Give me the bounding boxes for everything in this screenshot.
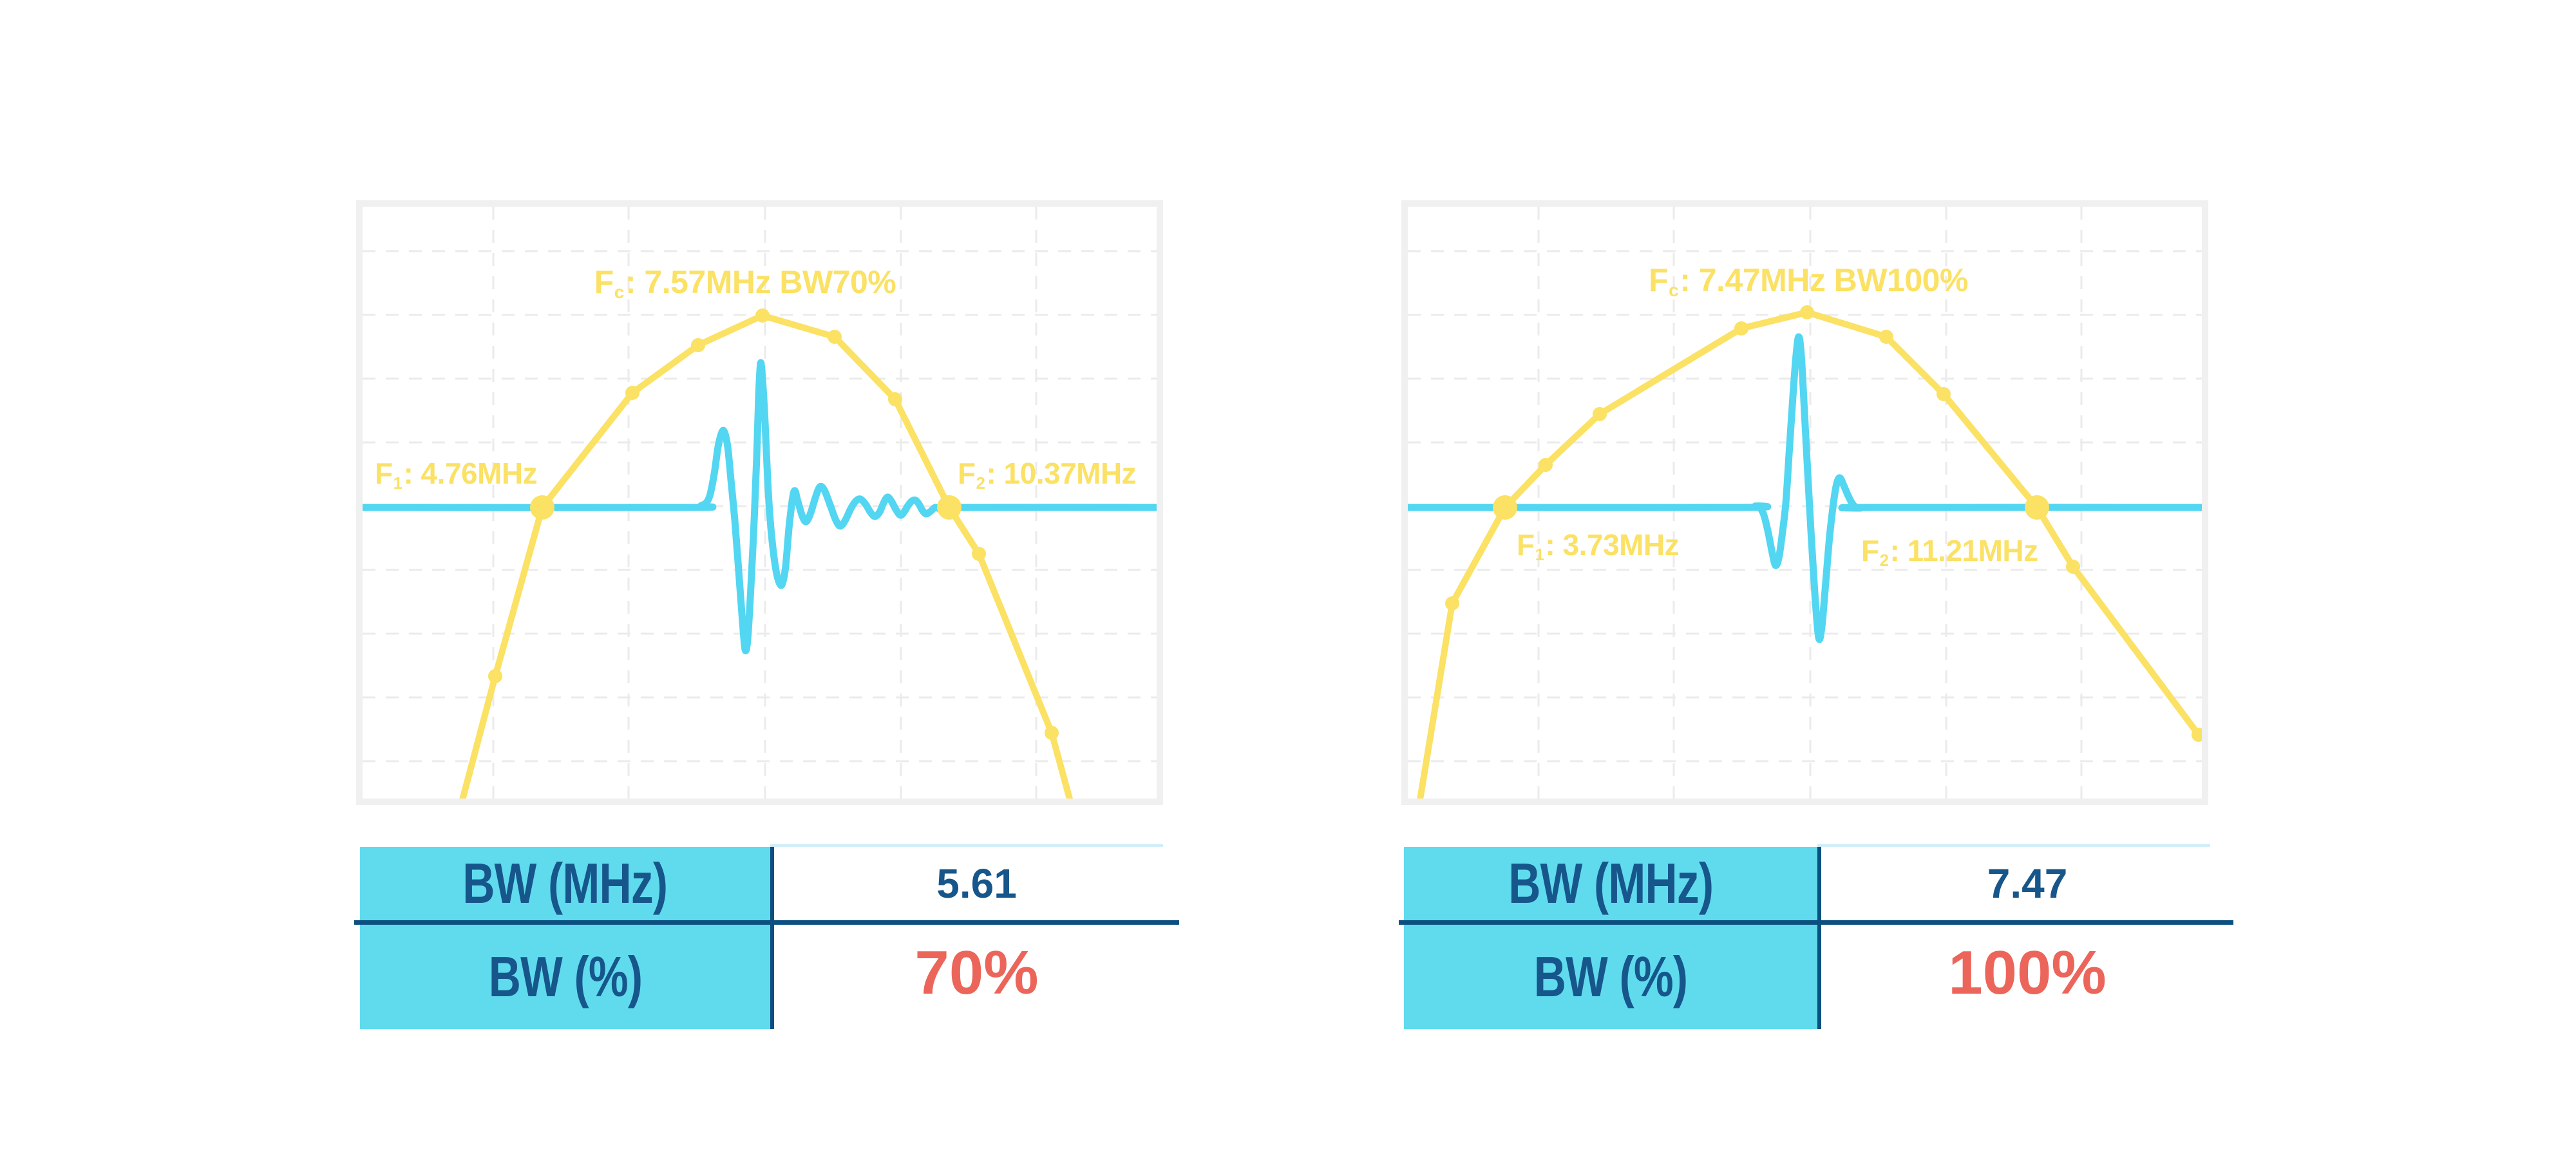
fc-annotation-left-text: : 7.57MHz BW70% [625, 264, 896, 300]
pulse-waveform [363, 359, 1157, 655]
f2-annotation-right-pre: F [1861, 534, 1879, 567]
spectrum-marker [888, 392, 902, 406]
fc-annotation-right-text: : 7.47MHz BW100% [1680, 262, 1968, 298]
bw-mhz-label-left: BW (MHz) [360, 847, 770, 920]
pulse-waveform [1408, 333, 2202, 643]
spectrum-marker [828, 330, 842, 344]
bw-table-left-top-border [770, 844, 1163, 847]
f1-annotation-right-text: : 3.73MHz [1545, 528, 1680, 562]
bw-pct-value-left-text: 70% [914, 938, 1039, 1007]
spectrum-marker [972, 547, 986, 561]
fc-annotation-left-pre: F [594, 264, 614, 300]
bw-pct-value-right-text: 100% [1948, 938, 2107, 1007]
spectrum-marker [1879, 330, 1893, 344]
bw-table-left-row-divider [354, 920, 1179, 925]
spectrum-marker [1593, 407, 1607, 421]
f2-annotation-right-text: : 11.21MHz [1889, 534, 2038, 567]
bandwidth-edge-marker [2025, 495, 2049, 520]
spectrum-marker [1937, 387, 1951, 401]
bandwidth-edge-marker [530, 495, 554, 520]
fc-annotation-right-pre: F [1649, 262, 1669, 298]
chart-panel-left [356, 200, 1163, 805]
bw-pct-label-right-text: BW (%) [1533, 945, 1688, 1008]
spectrum-marker [1045, 726, 1059, 740]
f1-annotation-right-pre: F [1517, 528, 1535, 562]
f2-annotation-left-text: : 10.37MHz [986, 457, 1137, 490]
spectrum-marker [1734, 321, 1748, 336]
bw-pct-label-left-text: BW (%) [488, 945, 642, 1008]
bandwidth-edge-marker [1493, 495, 1517, 520]
spectrum-marker [755, 308, 770, 323]
bw-mhz-value-left: 5.61 [774, 847, 1179, 920]
bw-mhz-value-left-text: 5.61 [936, 860, 1017, 907]
spectrum-marker [2192, 728, 2202, 742]
f2-annotation-right: F2: 11.21MHz [1861, 534, 2038, 569]
spectrum-curve [459, 312, 1074, 799]
f1-annotation-left-text: : 4.76MHz [403, 457, 538, 490]
f1-annotation-left-sub: 1 [393, 474, 402, 493]
bw-table-right [1404, 847, 1817, 1029]
spectrum-marker [488, 669, 502, 683]
bandwidth-edge-marker [937, 495, 961, 520]
f1-annotation-left-pre: F [375, 457, 393, 490]
bw-pct-label-right: BW (%) [1404, 925, 1817, 1029]
spectrum-marker [2066, 560, 2080, 574]
spectrum-marker [691, 338, 705, 352]
bw-table-left-column-divider [770, 847, 774, 1029]
f2-annotation-left-pre: F [958, 457, 976, 490]
spectrum-marker [1445, 596, 1459, 610]
f2-annotation-left: F2: 10.37MHz [958, 457, 1137, 492]
bw-pct-label-left: BW (%) [360, 925, 770, 1029]
bw-mhz-label-left-text: BW (MHz) [462, 851, 668, 915]
chart-panel-right [1401, 200, 2208, 805]
spectrum-marker [625, 386, 639, 400]
bw-mhz-value-right-text: 7.47 [1987, 860, 2068, 907]
fc-annotation-left-sub: c [614, 282, 625, 303]
f1-annotation-left: F1: 4.76MHz [375, 457, 538, 492]
bw-mhz-label-right: BW (MHz) [1404, 847, 1817, 920]
bw-mhz-value-right: 7.47 [1821, 847, 2233, 920]
bw-table-right-row-divider [1399, 920, 2233, 925]
f2-annotation-right-sub: 2 [1879, 551, 1889, 570]
bw-table-right-column-divider [1817, 847, 1821, 1029]
fc-annotation-right: Fc: 7.47MHz BW100% [1649, 262, 1968, 299]
spectrum-marker [1800, 305, 1814, 319]
bw-table-left [360, 847, 770, 1029]
f1-annotation-right-sub: 1 [1535, 545, 1544, 564]
f2-annotation-left-sub: 2 [976, 474, 985, 493]
bw-pct-value-right: 100% [1821, 925, 2233, 1021]
bw-mhz-label-right-text: BW (MHz) [1508, 851, 1714, 915]
fc-annotation-left: Fc: 7.57MHz BW70% [594, 264, 896, 301]
spectrum-plot-left [363, 207, 1157, 799]
spectrum-plot-right [1408, 207, 2202, 799]
spectrum-marker [1539, 458, 1553, 472]
bw-pct-value-left: 70% [774, 925, 1179, 1021]
fc-annotation-right-sub: c [1669, 280, 1679, 301]
bw-table-right-top-border [1817, 844, 2210, 847]
f1-annotation-right: F1: 3.73MHz [1517, 528, 1680, 563]
